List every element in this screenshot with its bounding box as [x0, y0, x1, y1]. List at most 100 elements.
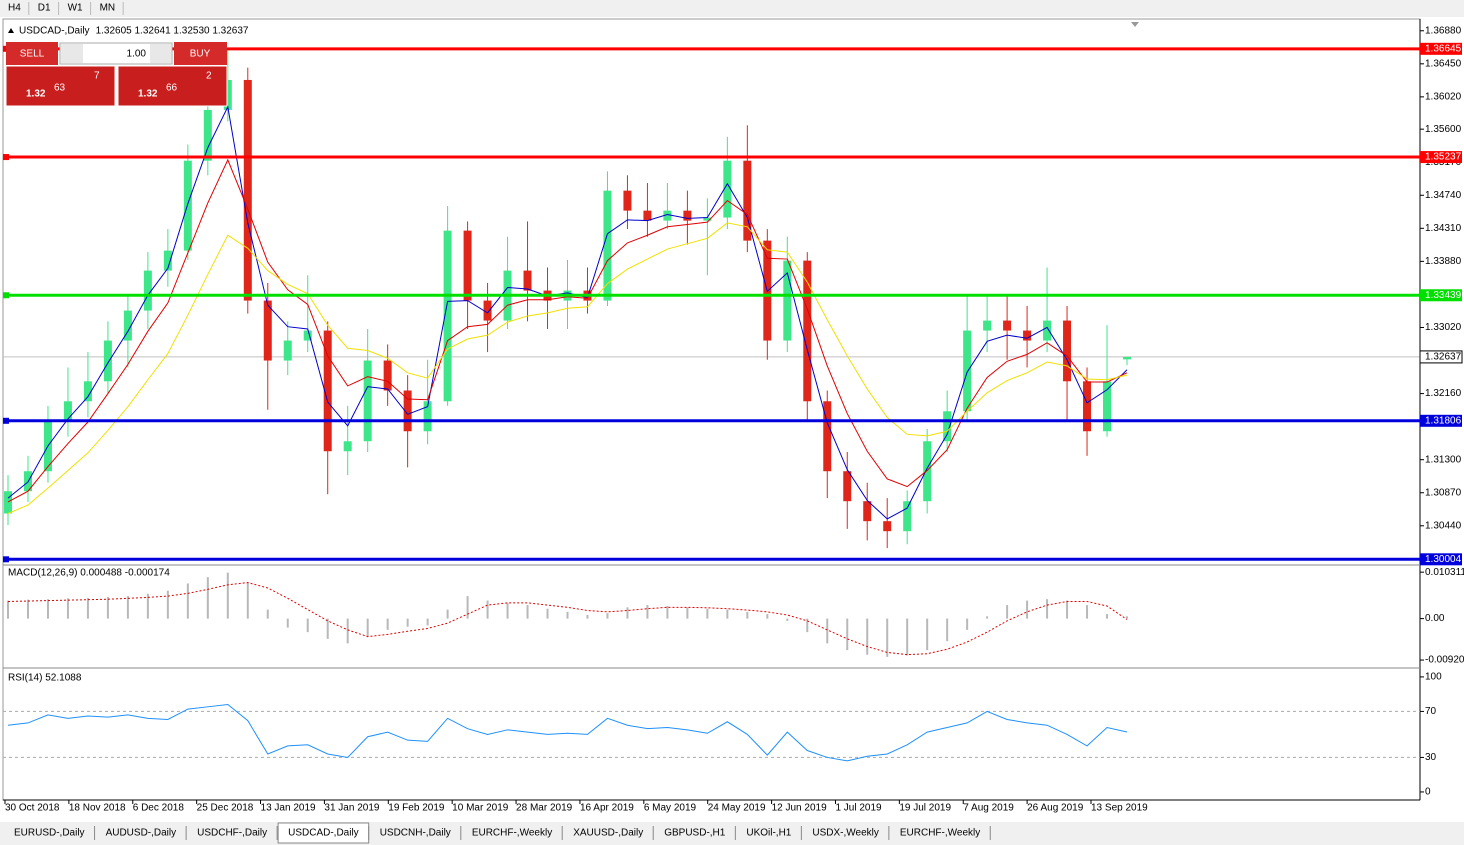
y-tick-label: 1.35600 — [1425, 124, 1462, 135]
tab-label: USDCNH-,Daily — [380, 828, 451, 839]
lot-spinner[interactable] — [59, 42, 173, 65]
chart-title: USDCAD-,Daily — [19, 26, 90, 37]
candle-body — [743, 160, 752, 241]
candle-body — [83, 381, 92, 402]
candle-body — [863, 501, 872, 522]
level-tag — [1420, 414, 1462, 427]
timeframe-button[interactable]: W1 — [68, 3, 83, 14]
candle-body — [963, 330, 972, 412]
x-tick-label: 13 Sep 2019 — [1091, 803, 1148, 814]
spin-up[interactable] — [150, 44, 171, 63]
tab-label: USDX-,Weekly — [812, 828, 879, 839]
sell-label: SELL — [20, 49, 45, 60]
tab[interactable] — [95, 823, 187, 843]
tab-label: USDCAD-,Daily — [288, 828, 359, 839]
candle-body — [883, 521, 892, 532]
candle-body — [103, 340, 112, 382]
candle-body — [523, 270, 532, 291]
tab[interactable] — [889, 823, 991, 843]
y-tick-label: 1.32160 — [1425, 388, 1462, 399]
y-tick-label: 1.34310 — [1425, 223, 1462, 234]
candle-body — [643, 210, 652, 221]
tab[interactable] — [369, 823, 461, 843]
lot-size: 1.00 — [127, 49, 147, 60]
current-price-label: 1.32637 — [1425, 352, 1462, 363]
macd-label: MACD(12,26,9) 0.000488 -0.000174 — [8, 568, 170, 579]
tab[interactable] — [563, 823, 654, 843]
level-tag — [1420, 553, 1462, 566]
tab-label: EURCHF-,Weekly — [472, 828, 552, 839]
candle-body — [443, 230, 452, 402]
candle-body — [1083, 381, 1092, 432]
x-tick-label: 1 Jul 2019 — [835, 803, 882, 814]
tab-label: EURUSD-,Daily — [14, 828, 85, 839]
x-tick-label: 12 Jun 2019 — [772, 803, 827, 814]
y-tick-label: 1.33020 — [1425, 322, 1462, 333]
candle-body — [63, 401, 72, 422]
rsi-tick-label: 0 — [1425, 787, 1431, 798]
candle-body — [983, 320, 992, 331]
rsi-line — [7, 703, 1128, 762]
tab-label: UKOil-,H1 — [746, 828, 791, 839]
candle-body — [403, 390, 412, 432]
x-tick-label: 28 Mar 2019 — [516, 803, 573, 814]
candle-body — [163, 250, 172, 271]
candle-body — [383, 360, 392, 391]
buy-button[interactable] — [174, 42, 227, 65]
tab[interactable] — [736, 823, 802, 843]
candle-body — [363, 360, 372, 442]
x-tick-label: 18 Nov 2018 — [69, 803, 126, 814]
candle-body — [1063, 320, 1072, 382]
level-tag — [1420, 289, 1462, 302]
tab-label: XAUUSD-,Daily — [573, 828, 643, 839]
level-label: 1.36645 — [1425, 43, 1462, 54]
x-tick-label: 30 Oct 2018 — [5, 803, 60, 814]
tab[interactable] — [654, 823, 736, 843]
sell-button[interactable] — [6, 42, 58, 65]
candle-body — [783, 260, 792, 341]
shift-marker — [1131, 22, 1139, 27]
candle-body — [423, 401, 432, 432]
level-label: 1.31806 — [1425, 415, 1462, 426]
timeframe-button[interactable]: MN — [100, 3, 116, 14]
price-pips: 66 — [166, 83, 178, 94]
candle-body — [663, 210, 672, 221]
y-tick-label: 1.30870 — [1425, 487, 1462, 498]
tab[interactable] — [802, 823, 889, 843]
price-box[interactable] — [5, 65, 116, 107]
level-label: 1.30004 — [1425, 554, 1462, 565]
candle-body — [723, 160, 732, 218]
candle-body — [683, 210, 692, 221]
price-tag — [1419, 350, 1463, 364]
candle-body — [143, 270, 152, 311]
candle-body — [4, 491, 12, 514]
tab[interactable] — [461, 823, 563, 843]
x-tick-label: 26 Aug 2019 — [1027, 803, 1084, 814]
timeframe-button[interactable]: H4 — [8, 3, 21, 14]
x-tick-label: 6 May 2019 — [644, 803, 697, 814]
tab-label: USDCHF-,Daily — [197, 828, 267, 839]
candle-body — [923, 441, 932, 502]
spin-down[interactable] — [61, 44, 83, 63]
tab[interactable] — [187, 823, 278, 843]
candle-body — [1043, 320, 1052, 341]
level-anchor — [3, 556, 9, 563]
price-box[interactable] — [117, 65, 228, 107]
x-tick-label: 10 Mar 2019 — [452, 803, 509, 814]
level-anchor — [3, 154, 9, 161]
moving-average — [7, 222, 1128, 514]
level-tag — [1420, 42, 1462, 55]
candle-body — [943, 411, 952, 442]
y-tick-label: 1.33880 — [1425, 256, 1462, 267]
level-label: 1.35237 — [1425, 152, 1462, 163]
x-tick-label: 19 Jul 2019 — [899, 803, 951, 814]
timeframe-button[interactable]: D1 — [38, 3, 51, 14]
price-point: 7 — [94, 71, 100, 82]
candle-body — [463, 230, 472, 301]
y-tick-label: 1.34740 — [1425, 190, 1462, 201]
tab[interactable] — [4, 823, 95, 843]
level-label: 1.33439 — [1425, 290, 1462, 301]
candle-body — [1023, 330, 1032, 341]
level-anchor — [3, 417, 9, 424]
